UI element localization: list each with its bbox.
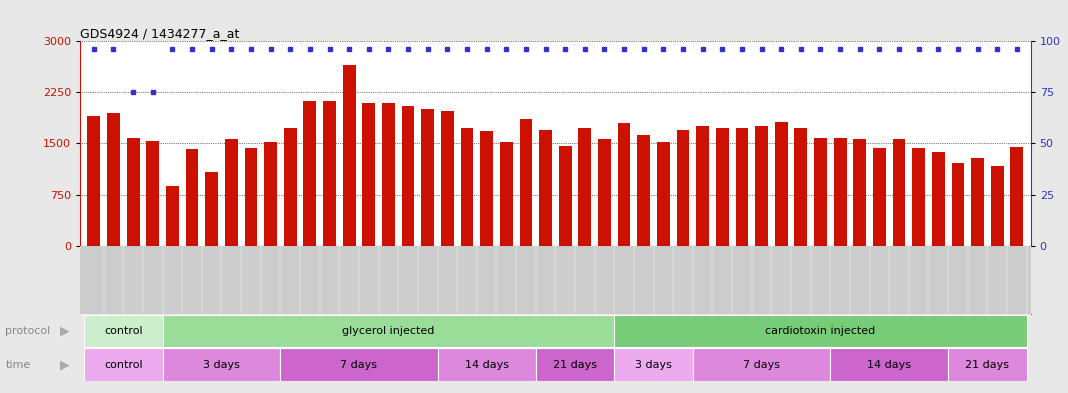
Bar (162, 349, 281, 380)
Bar (84, 349, 162, 380)
Bar (245, 147, 257, 246)
Bar (539, 130, 552, 246)
Bar (614, 315, 1026, 347)
Text: glycerol injected: glycerol injected (342, 326, 435, 336)
Bar (677, 130, 690, 246)
Bar (657, 142, 670, 246)
Bar (382, 103, 395, 246)
Bar (402, 106, 414, 246)
Bar (853, 140, 866, 246)
Bar (830, 349, 948, 380)
Bar (693, 349, 830, 380)
Text: 21 days: 21 days (553, 360, 597, 369)
Text: 14 days: 14 days (867, 360, 911, 369)
Bar (971, 158, 984, 246)
Bar (795, 129, 807, 246)
Bar (1010, 147, 1023, 246)
Bar (362, 103, 375, 246)
Text: protocol: protocol (5, 326, 50, 336)
Bar (536, 349, 614, 380)
Bar (284, 129, 297, 246)
Text: 3 days: 3 days (635, 360, 672, 369)
Bar (205, 172, 218, 246)
Bar (438, 349, 536, 380)
Bar (281, 349, 438, 380)
Bar (84, 315, 162, 347)
Text: 3 days: 3 days (203, 360, 240, 369)
Text: cardiotoxin injected: cardiotoxin injected (766, 326, 876, 336)
Bar (696, 126, 709, 246)
Text: 21 days: 21 days (965, 360, 1009, 369)
Text: GDS4924 / 1434277_a_at: GDS4924 / 1434277_a_at (80, 27, 239, 40)
Text: time: time (5, 360, 31, 369)
Bar (755, 126, 768, 246)
Bar (559, 146, 571, 246)
Bar (264, 142, 277, 246)
Bar (421, 109, 434, 246)
Bar (579, 128, 592, 246)
Bar (343, 65, 356, 246)
Bar (324, 101, 336, 246)
Bar (162, 315, 614, 347)
Bar (991, 166, 1004, 246)
Bar (716, 129, 728, 246)
Bar (88, 116, 100, 246)
Text: ▶: ▶ (60, 325, 69, 338)
Bar (107, 113, 120, 246)
Bar (500, 142, 513, 246)
Bar (814, 138, 827, 246)
Bar (873, 147, 885, 246)
Bar (948, 349, 1026, 380)
Bar (774, 122, 787, 246)
Bar (186, 149, 199, 246)
Text: 7 days: 7 days (341, 360, 377, 369)
Bar (441, 111, 454, 246)
Bar (834, 138, 847, 246)
Bar (127, 138, 140, 246)
Bar (303, 101, 316, 246)
Bar (146, 141, 159, 246)
Bar (638, 135, 650, 246)
Text: control: control (104, 326, 143, 336)
Bar (912, 147, 925, 246)
Bar (225, 139, 238, 246)
Bar (598, 140, 611, 246)
Text: 14 days: 14 days (465, 360, 508, 369)
Bar (519, 119, 532, 246)
Bar (952, 163, 964, 246)
Bar (617, 123, 630, 246)
Bar (932, 152, 945, 246)
Text: 7 days: 7 days (743, 360, 780, 369)
Bar (893, 139, 906, 246)
Text: ▶: ▶ (60, 358, 69, 371)
Bar (614, 349, 693, 380)
Bar (736, 129, 749, 246)
Bar (481, 130, 493, 246)
Bar (460, 129, 473, 246)
Bar (166, 186, 178, 246)
Text: control: control (104, 360, 143, 369)
